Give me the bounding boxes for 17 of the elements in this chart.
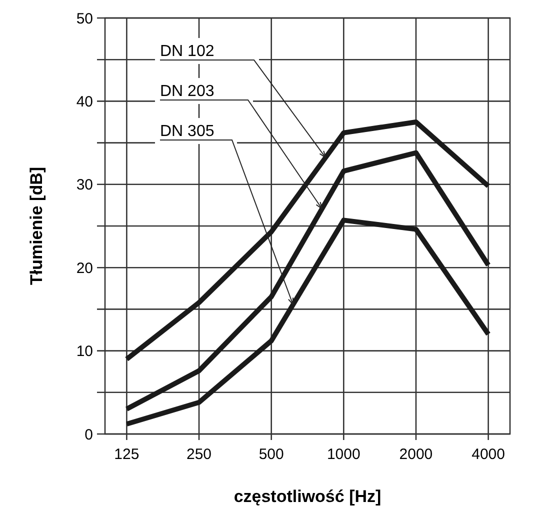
y-axis-title: Tłumienie [dB] — [27, 166, 46, 286]
y-tick-label: 10 — [76, 343, 93, 360]
x-tick-label: 250 — [186, 446, 212, 463]
x-tick-label: 125 — [114, 446, 140, 463]
y-tick-label: 30 — [76, 176, 93, 194]
text: DN 305 — [160, 123, 214, 140]
x-axis-title: częstotliwość [Hz] — [234, 487, 382, 506]
x-tick-label: 2000 — [399, 446, 433, 463]
x-tick-label: 4000 — [472, 446, 505, 463]
y-tick-label: 0 — [84, 426, 93, 444]
text: DN 203 — [160, 83, 214, 100]
x-tick-label: 500 — [258, 446, 284, 463]
y-tick-label: 40 — [76, 93, 93, 110]
text: DN 102 — [160, 43, 214, 60]
y-tick-label: 50 — [76, 10, 93, 28]
x-tick-label: 1000 — [326, 446, 360, 463]
y-tick-label: 20 — [76, 260, 93, 277]
